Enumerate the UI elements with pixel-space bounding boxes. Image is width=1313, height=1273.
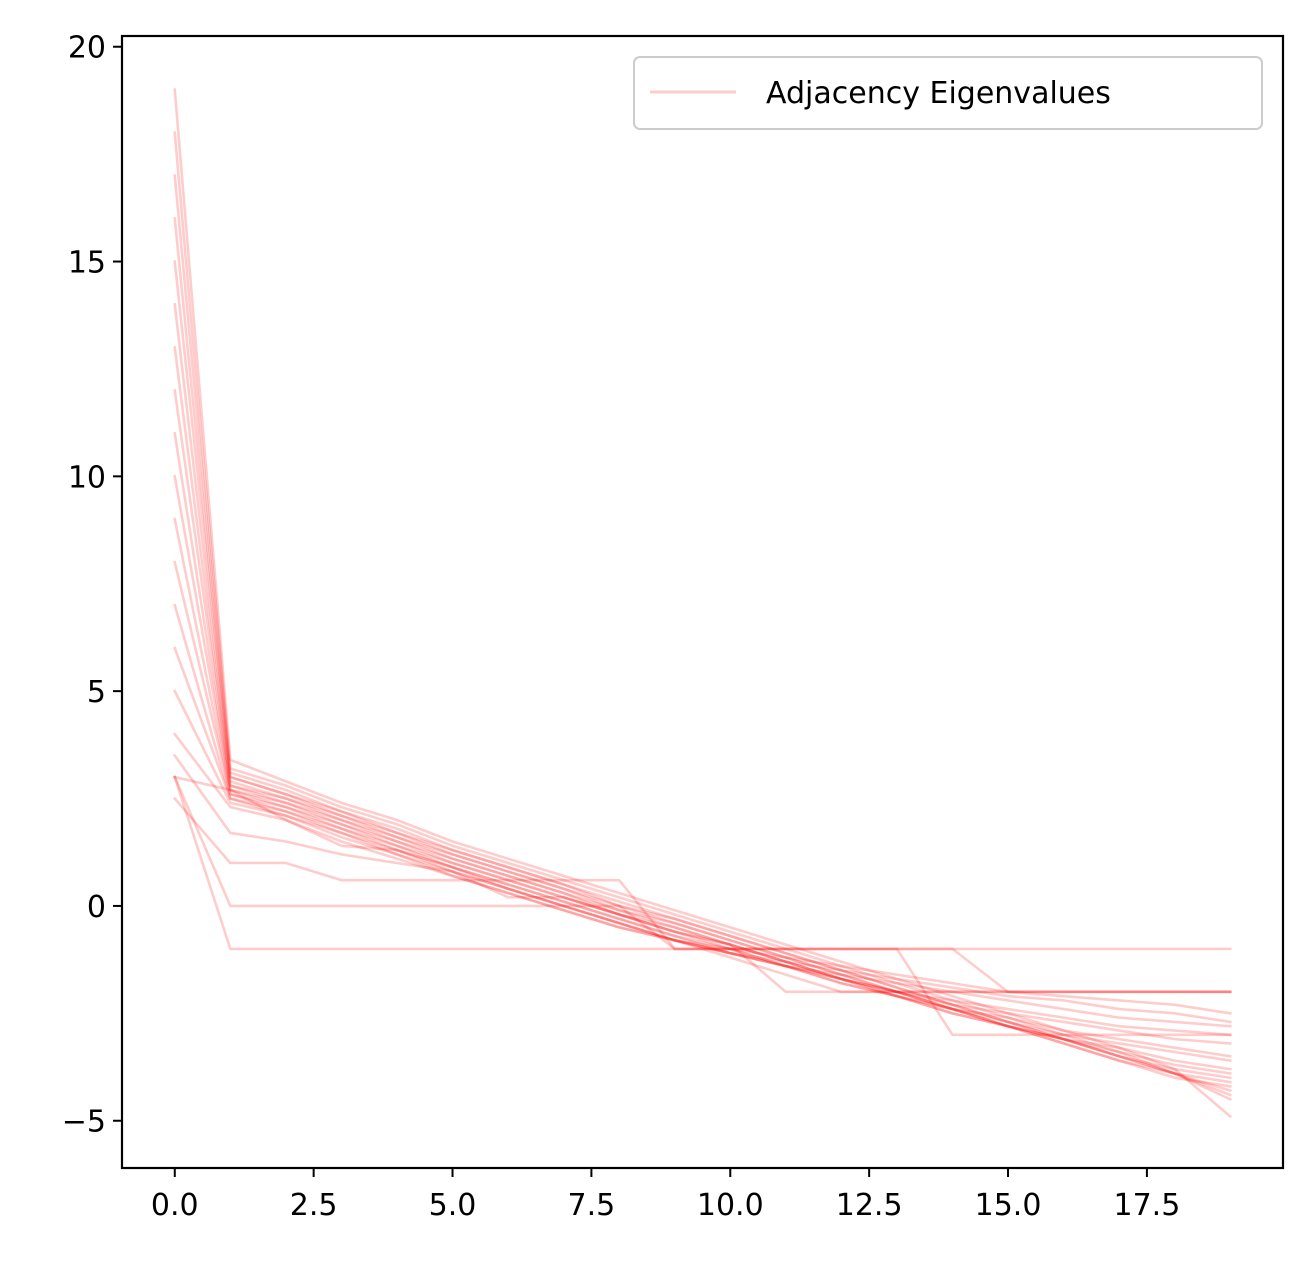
legend-label: Adjacency Eigenvalues [766, 76, 1111, 111]
y-tick-label: 10 [68, 460, 106, 495]
x-tick-label: 10.0 [697, 1188, 764, 1223]
series-line-6 [173, 346, 1232, 1080]
series-lines [172, 88, 1233, 1119]
series-line-1 [173, 131, 1232, 1101]
legend: Adjacency Eigenvalues [633, 56, 1263, 130]
series-line-12 [173, 603, 1232, 1037]
series-line-2 [173, 174, 1232, 1097]
series-line-11 [173, 560, 1232, 1045]
y-tick-label: 15 [68, 246, 106, 281]
x-tick-label: 7.5 [568, 1188, 616, 1223]
series-line-7 [173, 388, 1232, 1075]
y-axis-ticks: −5 0 5 10 15 20 [62, 31, 122, 1140]
series-line-13 [173, 646, 1232, 1028]
series-line-8 [173, 431, 1232, 1071]
plot-frame [120, 34, 1285, 1170]
series-line-0 [173, 88, 1233, 1119]
series-line-16 [173, 775, 1232, 994]
series-line-17 [172, 753, 1232, 994]
x-tick-label: 0.0 [151, 1188, 199, 1223]
series-line-9 [173, 474, 1232, 1063]
y-tick-label: 5 [87, 675, 106, 710]
series-line-3 [173, 217, 1232, 1093]
series-line-15 [172, 732, 1232, 1015]
x-tick-label: 15.0 [975, 1188, 1042, 1223]
legend-box [633, 56, 1263, 130]
x-tick-label: 2.5 [290, 1188, 338, 1223]
series-line-19 [173, 775, 1232, 1037]
x-axis-ticks: 0.0 2.5 5.0 7.5 10.0 12.5 15.0 17.5 [151, 1168, 1180, 1223]
x-tick-label: 12.5 [836, 1188, 903, 1223]
series-line-10 [173, 517, 1232, 1058]
series-line-18 [172, 796, 1232, 994]
series-line-14 [173, 689, 1232, 1024]
y-tick-label: 20 [68, 31, 106, 66]
series-line-4 [173, 260, 1232, 1088]
y-tick-label: −5 [62, 1105, 106, 1140]
x-tick-label: 17.5 [1114, 1188, 1181, 1223]
series-line-5 [173, 303, 1232, 1084]
series-line-20 [173, 775, 1232, 951]
y-tick-label: 0 [87, 890, 106, 925]
x-tick-label: 5.0 [429, 1188, 477, 1223]
